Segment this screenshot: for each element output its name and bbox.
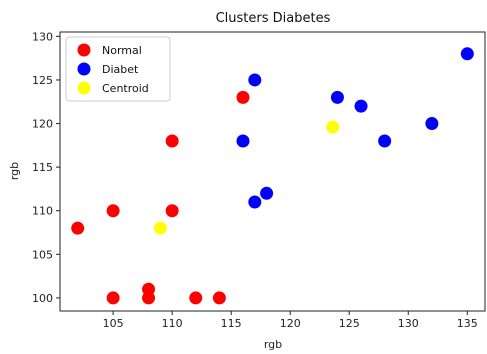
x-tick-label: 115: [221, 317, 242, 330]
normal-point: [212, 291, 226, 305]
diabet-point: [425, 117, 439, 131]
x-tick-label: 120: [280, 317, 301, 330]
normal-point: [165, 134, 179, 148]
x-axis-label: rgb: [264, 338, 282, 351]
y-axis-label: rgb: [8, 162, 21, 180]
y-tick-label: 130: [32, 30, 53, 43]
legend-marker-normal: [77, 43, 91, 57]
x-tick-label: 130: [398, 317, 419, 330]
legend-box: [65, 36, 171, 102]
x-axis-ticks: 105 110 115 120 125 130 135: [103, 311, 478, 330]
y-tick-label: 105: [32, 248, 53, 261]
diabet-point: [236, 134, 250, 148]
normal-point: [106, 291, 120, 305]
y-tick-label: 100: [32, 292, 53, 305]
legend-marker-diabet: [77, 62, 91, 76]
x-tick-label: 105: [103, 317, 124, 330]
normal-point: [106, 204, 120, 218]
legend-label-centroid: Centroid: [102, 82, 149, 95]
centroid-point: [153, 221, 167, 235]
legend-marker-centroid: [77, 81, 91, 95]
diabet-point: [248, 195, 262, 209]
centroid-point: [326, 120, 340, 134]
x-tick-label: 110: [162, 317, 183, 330]
normal-point: [71, 221, 85, 235]
y-axis-ticks: 100 105 110 115 120 125 130: [32, 30, 60, 305]
x-tick-label: 135: [457, 317, 478, 330]
normal-point: [165, 204, 179, 218]
normal-point: [142, 291, 156, 305]
diabet-point: [330, 90, 344, 104]
chart-title: Clusters Diabetes: [216, 11, 331, 26]
y-tick-label: 120: [32, 118, 53, 131]
legend-label-diabet: Diabet: [102, 63, 139, 76]
data-points: [71, 47, 474, 305]
normal-point: [236, 90, 250, 104]
legend-label-normal: Normal: [102, 44, 142, 57]
diabet-point: [354, 99, 368, 113]
y-tick-label: 110: [32, 205, 53, 218]
diabet-point: [378, 134, 392, 148]
y-tick-label: 125: [32, 74, 53, 87]
y-tick-label: 115: [32, 161, 53, 174]
plot-area-frame: [59, 31, 486, 312]
legend: Normal Diabet Centroid: [65, 36, 171, 102]
diabet-point: [460, 47, 474, 61]
normal-point: [189, 291, 203, 305]
diabet-point: [260, 186, 274, 200]
diabet-point: [248, 73, 262, 87]
x-tick-label: 125: [339, 317, 360, 330]
